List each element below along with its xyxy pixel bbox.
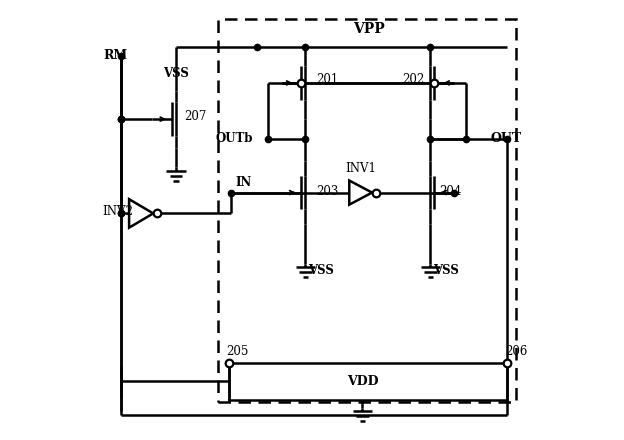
Text: INV2: INV2 [102,205,133,218]
Text: 202: 202 [402,73,424,86]
Text: OUTb: OUTb [215,132,253,145]
Bar [218,19,516,402]
Text: VSS: VSS [308,264,334,277]
Text: VSS: VSS [433,264,459,277]
Text: IN: IN [235,176,251,190]
Text: OUT: OUT [491,132,522,145]
Text: VPP: VPP [353,22,385,36]
Text: VDD: VDD [347,375,378,388]
Text: 205: 205 [227,345,248,358]
Text: RM: RM [104,49,128,62]
Text: 201: 201 [316,73,338,86]
Text: VSS: VSS [163,66,189,80]
Text: 204: 204 [439,185,461,198]
Text: 207: 207 [185,110,207,124]
Text: 206: 206 [505,345,527,358]
Bar [228,363,507,400]
Text: 203: 203 [316,185,339,198]
Text: INV1: INV1 [345,162,376,175]
